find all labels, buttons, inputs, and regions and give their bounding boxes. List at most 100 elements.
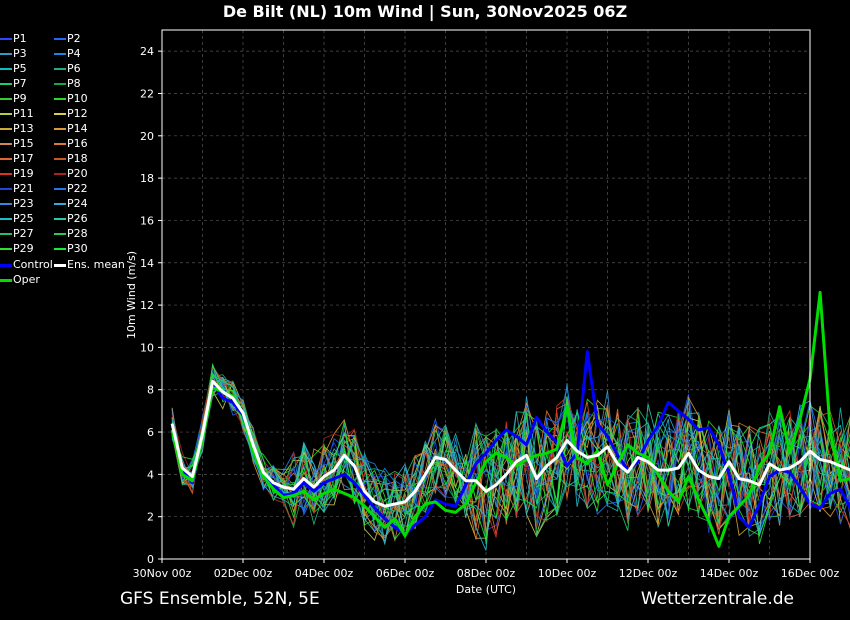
legend-label: Oper: [13, 273, 40, 286]
legend-item-p27: P27: [0, 227, 34, 241]
legend-item-p24: P24: [54, 197, 88, 211]
y-tick-label: 12: [140, 299, 154, 312]
x-tick-label: 16Dec 00z: [781, 567, 840, 580]
legend-label: P10: [67, 92, 88, 105]
legend-swatch: [0, 263, 12, 267]
legend-swatch: [54, 233, 66, 235]
x-tick-label: 06Dec 00z: [376, 567, 435, 580]
y-tick-label: 2: [147, 511, 154, 524]
legend-item-p29: P29: [0, 242, 34, 256]
legend-item-p11: P11: [0, 107, 34, 121]
legend-label: P22: [67, 182, 88, 195]
legend-swatch: [0, 68, 12, 70]
legend-swatch: [54, 128, 66, 130]
legend-swatch: [54, 143, 66, 145]
legend-item-control: Control: [0, 258, 53, 272]
y-tick-label: 4: [147, 468, 154, 481]
legend-item-p10: P10: [54, 92, 88, 106]
legend-swatch: [54, 173, 66, 175]
legend-item-p12: P12: [54, 107, 88, 121]
legend-swatch: [0, 278, 12, 282]
model-info: GFS Ensemble, 52N, 5E: [120, 589, 320, 609]
y-tick-label: 22: [140, 87, 154, 100]
legend-item-p30: P30: [54, 242, 88, 256]
oper-line: [170, 290, 850, 548]
x-tick-label: 02Dec 00z: [214, 567, 273, 580]
y-tick-label: 6: [147, 426, 154, 439]
legend-swatch: [0, 113, 12, 115]
legend-swatch: [0, 233, 12, 235]
y-tick-label: 24: [140, 45, 154, 58]
legend-label: P30: [67, 242, 88, 255]
legend-swatch: [54, 263, 66, 267]
y-tick-label: 0: [147, 553, 154, 566]
y-tick-label: 18: [140, 172, 154, 185]
legend-swatch: [54, 83, 66, 85]
legend-swatch: [54, 53, 66, 55]
chart-title: De Bilt (NL) 10m Wind | Sun, 30Nov2025 0…: [222, 2, 628, 21]
legend-item-p19: P19: [0, 167, 34, 181]
legend-item-p16: P16: [54, 137, 88, 151]
legend-swatch: [0, 38, 12, 40]
legend-item-p23: P23: [0, 197, 34, 211]
legend-label: P2: [67, 32, 81, 45]
ensemble-members: [171, 362, 850, 551]
legend-label: P27: [13, 227, 34, 240]
legend-swatch: [54, 188, 66, 190]
legend-label: P3: [13, 47, 27, 60]
legend-swatch: [0, 128, 12, 130]
legend-label: P8: [67, 77, 81, 90]
legend-item-p26: P26: [54, 212, 88, 226]
y-tick-label: 8: [147, 384, 154, 397]
legend-label: P9: [13, 92, 27, 105]
legend-swatch: [0, 53, 12, 55]
legend-item-p3: P3: [0, 47, 27, 61]
legend-swatch: [54, 38, 66, 40]
legend-swatch: [54, 158, 66, 160]
legend-label: P28: [67, 227, 88, 240]
legend-item-p21: P21: [0, 182, 34, 196]
legend-swatch: [0, 188, 12, 190]
legend-label: P13: [13, 122, 34, 135]
legend-label: P11: [13, 107, 34, 120]
legend-label: P19: [13, 167, 34, 180]
x-tick-label: 08Dec 00z: [457, 567, 516, 580]
member-line-p17: [171, 383, 850, 535]
y-tick-label: 10: [140, 341, 154, 354]
legend-swatch: [0, 98, 12, 100]
legend-label: P17: [13, 152, 34, 165]
legend-item-p6: P6: [54, 62, 81, 76]
legend-item-p28: P28: [54, 227, 88, 241]
legend-label: Ens. mean: [67, 258, 125, 271]
legend-swatch: [0, 158, 12, 160]
legend-item-p2: P2: [54, 32, 81, 46]
member-line-p25: [171, 381, 850, 551]
legend-label: P4: [67, 47, 81, 60]
x-tick-label: 04Dec 00z: [295, 567, 354, 580]
legend-swatch: [54, 113, 66, 115]
legend-swatch: [54, 203, 66, 205]
legend-label: P1: [13, 32, 27, 45]
ens-mean-line: [170, 379, 850, 508]
site-credit[interactable]: Wetterzentrale.de: [640, 589, 794, 609]
legend-item-p18: P18: [54, 152, 88, 166]
legend-label: P6: [67, 62, 81, 75]
x-axis-label: Date (UTC): [456, 583, 516, 596]
y-tick-label: 14: [140, 257, 154, 270]
legend-swatch: [0, 218, 12, 220]
legend-item-p22: P22: [54, 182, 88, 196]
legend-label: P24: [67, 197, 88, 210]
legend-item-p1: P1: [0, 32, 27, 46]
legend-item-p17: P17: [0, 152, 34, 166]
legend-label: Control: [13, 258, 53, 271]
x-tick-label: 12Dec 00z: [619, 567, 678, 580]
legend-swatch: [0, 248, 12, 250]
legend-item-p25: P25: [0, 212, 34, 226]
legend-item-p4: P4: [54, 47, 81, 61]
legend-item-p8: P8: [54, 77, 81, 91]
legend-label: P7: [13, 77, 27, 90]
legend-label: P29: [13, 242, 34, 255]
legend-item-p5: P5: [0, 62, 27, 76]
